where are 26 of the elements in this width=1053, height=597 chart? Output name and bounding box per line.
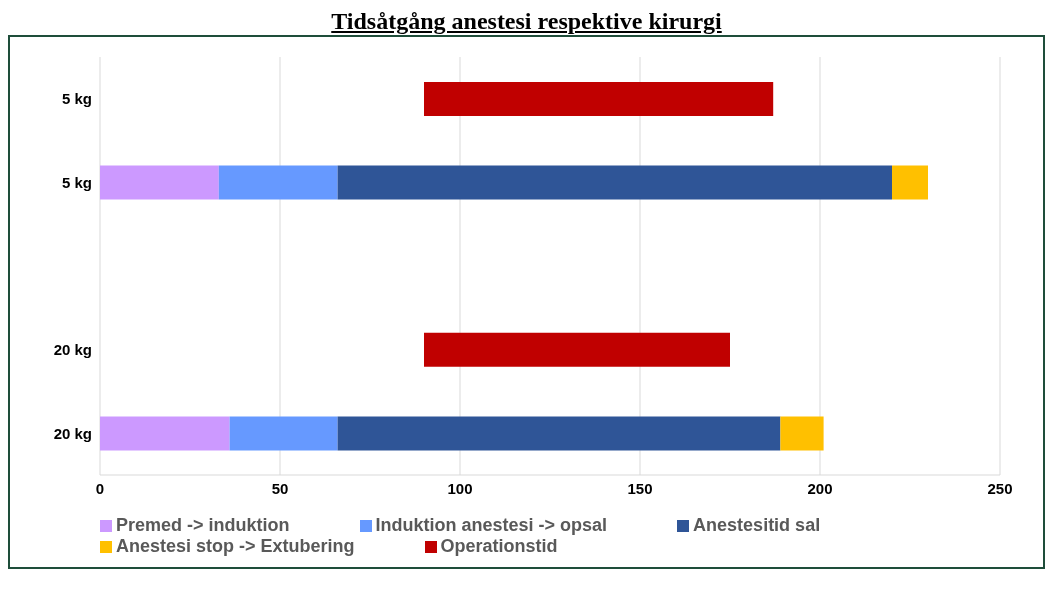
- y-tick-label: 20 kg: [53, 340, 92, 358]
- x-tick-label: 200: [807, 479, 833, 497]
- bar: [229, 416, 338, 451]
- legend-label: Operationstid: [440, 536, 558, 556]
- legend-label: Anestesi stop -> Extubering: [116, 536, 355, 556]
- x-tick-label: 250: [987, 479, 1013, 497]
- y-tick-label: 5 kg: [61, 173, 92, 191]
- bar: [892, 165, 928, 200]
- bar: [218, 165, 338, 200]
- bar: [424, 82, 774, 116]
- x-tick-label: 150: [627, 479, 653, 497]
- x-tick-label: 0: [95, 479, 105, 497]
- bar: [337, 416, 781, 451]
- legend-label: Induktion anestesi -> opsal: [375, 515, 608, 535]
- y-tick-label: 5 kg: [61, 90, 92, 108]
- bar: [100, 165, 219, 200]
- legend-label: Anestesitid sal: [693, 515, 821, 535]
- legend-label: Premed -> induktion: [116, 515, 290, 535]
- chart-title: Tidsåtgång anestesi respektive kirurgi: [330, 8, 723, 35]
- x-tick-label: 50: [271, 479, 289, 497]
- y-tick-label: 20 kg: [53, 424, 92, 442]
- x-tick-label: 100: [447, 479, 473, 497]
- bar: [100, 416, 230, 451]
- bar: [424, 332, 730, 367]
- bar: [780, 416, 824, 451]
- bar: [337, 165, 892, 200]
